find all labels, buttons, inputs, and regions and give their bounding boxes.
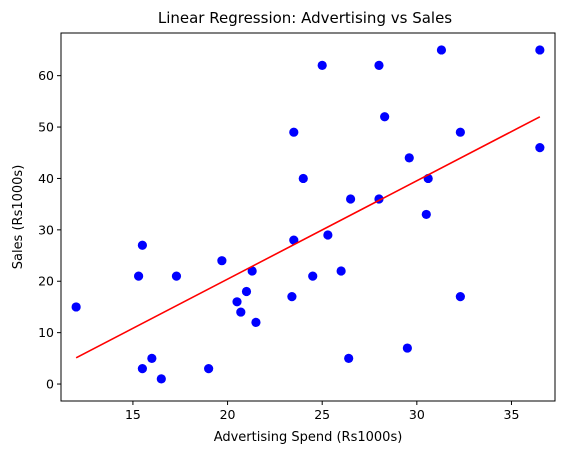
- y-tick-label-40: 40: [38, 171, 54, 186]
- data-point-10: [232, 297, 242, 307]
- data-point-8: [204, 364, 214, 374]
- data-point-32: [436, 45, 447, 55]
- y-tick-label-0: 0: [46, 377, 54, 392]
- y-tick-label-60: 60: [38, 68, 54, 83]
- x-tick-label-15: 15: [125, 407, 141, 422]
- data-point-36: [535, 143, 545, 153]
- data-point-2: [134, 271, 144, 281]
- data-point-15: [287, 292, 297, 302]
- data-point-18: [298, 173, 308, 184]
- data-point-20: [317, 60, 327, 70]
- data-point-21: [323, 230, 333, 240]
- data-point-1: [71, 302, 81, 312]
- x-tick-label-20: 20: [220, 407, 236, 422]
- data-point-5: [147, 353, 157, 363]
- data-point-33: [455, 127, 465, 137]
- x-axis-label: Advertising Spend (Rs1000s): [214, 430, 403, 445]
- data-point-12: [241, 286, 252, 297]
- data-point-4: [137, 364, 147, 374]
- data-point-6: [156, 374, 166, 384]
- y-tick-label-50: 50: [38, 120, 54, 135]
- x-axis: 15 20 25 30 35: [125, 401, 519, 422]
- data-point-28: [402, 343, 412, 353]
- data-point-24: [345, 194, 356, 204]
- data-point-34: [455, 292, 465, 302]
- y-tick-label-30: 30: [38, 222, 54, 237]
- data-point-35: [535, 45, 545, 55]
- data-point-7: [171, 271, 182, 281]
- data-point-14: [251, 317, 261, 327]
- data-point-11: [236, 307, 246, 317]
- x-tick-label-35: 35: [504, 407, 520, 422]
- data-point-17: [289, 127, 299, 137]
- y-tick-label-20: 20: [38, 274, 54, 289]
- x-tick-label-25: 25: [314, 407, 330, 422]
- data-point-22: [336, 266, 346, 276]
- data-point-29: [404, 153, 414, 163]
- plot-frame: [60, 32, 556, 402]
- chart-title: Linear Regression: Advertising vs Sales: [158, 9, 452, 27]
- data-point-25: [374, 60, 384, 70]
- y-axis: 0 10 20 30 40 50 60: [38, 68, 61, 392]
- x-tick-label-30: 30: [409, 407, 425, 422]
- data-point-27: [380, 112, 390, 122]
- data-point-30: [421, 209, 431, 220]
- regression-line: [75, 116, 541, 359]
- marks-layer: [71, 45, 545, 384]
- data-point-3: [137, 240, 147, 250]
- data-point-19: [308, 271, 318, 281]
- y-axis-label: Sales (Rs1000s): [11, 165, 26, 270]
- data-point-23: [344, 353, 354, 363]
- data-point-13: [247, 266, 257, 276]
- data-point-16: [289, 235, 299, 245]
- y-tick-label-10: 10: [38, 325, 54, 340]
- data-point-9: [217, 256, 227, 266]
